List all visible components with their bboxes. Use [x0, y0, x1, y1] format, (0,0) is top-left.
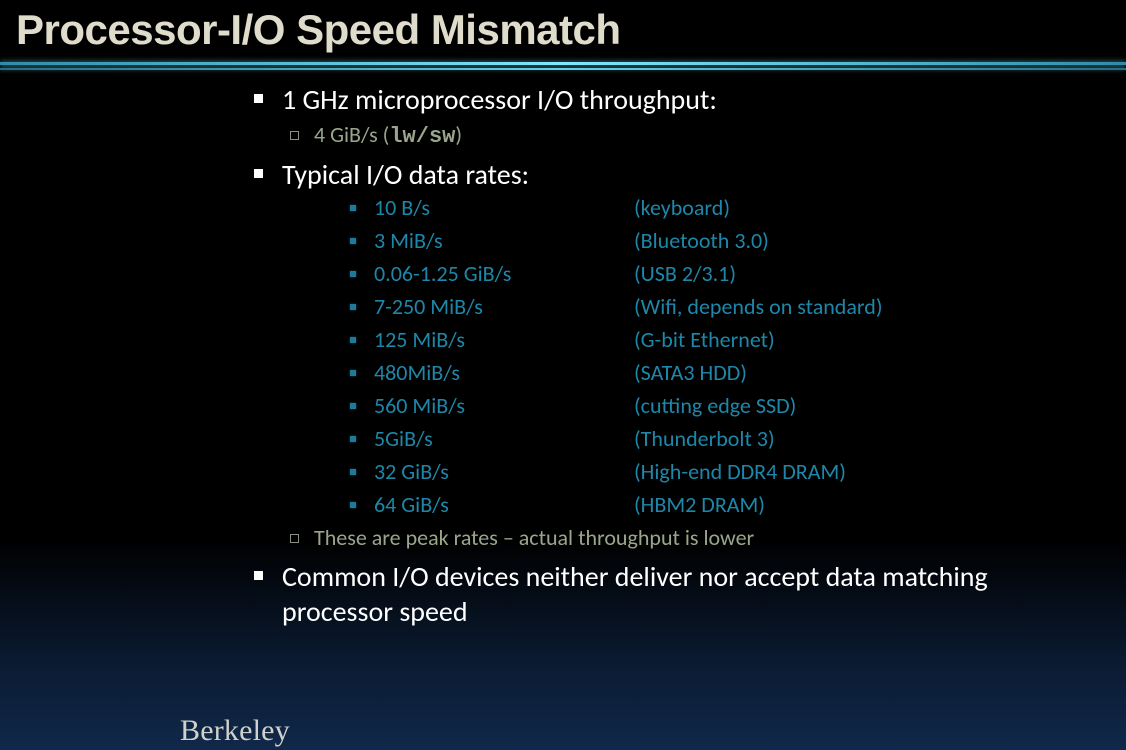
rate-value: 480MiB/s: [374, 359, 634, 386]
rate-row: 480MiB/s(SATA3 HDD): [348, 359, 1086, 386]
rate-row: 64 GiB/s(HBM2 DRAM): [348, 491, 1086, 518]
bullet-rates: Typical I/O data rates: 10 B/s(keyboard)…: [250, 157, 1086, 551]
rate-value: 7-250 MiB/s: [374, 293, 634, 320]
rates-list: 10 B/s(keyboard)3 MiB/s(Bluetooth 3.0)0.…: [348, 194, 1086, 518]
rate-row: 32 GiB/s(High-end DDR4 DRAM): [348, 458, 1086, 485]
berkeley-logo: Berkeley: [180, 714, 290, 748]
rates-note-text: These are peak rates – actual throughput…: [314, 524, 754, 551]
bullet-rates-text: Typical I/O data rates:: [282, 157, 1086, 192]
bullet-throughput: 1 GHz microprocessor I/O throughput: 4 G…: [250, 82, 1086, 149]
rate-value: 560 MiB/s: [374, 392, 634, 419]
rate-value: 125 MiB/s: [374, 326, 634, 353]
rate-value: 10 B/s: [374, 194, 634, 221]
rate-device: (High-end DDR4 DRAM): [634, 458, 846, 485]
rate-value: 3 MiB/s: [374, 227, 634, 254]
rate-row: 125 MiB/s(G-bit Ethernet): [348, 326, 1086, 353]
bullet-summary-text: Common I/O devices neither deliver nor a…: [282, 559, 1086, 629]
rate-device: (SATA3 HDD): [634, 359, 747, 386]
throughput-code: lw/sw: [389, 124, 455, 149]
rate-value: 32 GiB/s: [374, 458, 634, 485]
rate-row: 3 MiB/s(Bluetooth 3.0): [348, 227, 1086, 254]
rate-row: 7-250 MiB/s(Wifi, depends on standard): [348, 293, 1086, 320]
rate-device: (Wifi, depends on standard): [634, 293, 883, 320]
rate-device: (cutting edge SSD): [634, 392, 796, 419]
rate-value: 0.06-1.25 GiB/s: [374, 260, 634, 287]
rate-value: 64 GiB/s: [374, 491, 634, 518]
slide: Processor-I/O Speed Mismatch 1 GHz micro…: [0, 0, 1126, 750]
rate-row: 10 B/s(keyboard): [348, 194, 1086, 221]
title-underline: [0, 62, 1126, 72]
slide-title: Processor-I/O Speed Mismatch: [0, 0, 1126, 56]
throughput-value-prefix: 4 GiB/s (: [314, 121, 389, 148]
throughput-value-suffix: ): [455, 121, 462, 148]
bullet-summary: Common I/O devices neither deliver nor a…: [250, 559, 1086, 629]
bullet-rates-note: These are peak rates – actual throughput…: [282, 524, 1086, 551]
rate-row: 0.06-1.25 GiB/s(USB 2/3.1): [348, 260, 1086, 287]
rate-device: (Bluetooth 3.0): [634, 227, 769, 254]
rate-value: 5GiB/s: [374, 425, 634, 452]
rate-row: 560 MiB/s(cutting edge SSD): [348, 392, 1086, 419]
rate-device: (G-bit Ethernet): [634, 326, 775, 353]
rate-device: (USB 2/3.1): [634, 260, 736, 287]
slide-body: 1 GHz microprocessor I/O throughput: 4 G…: [0, 72, 1126, 629]
rate-device: (Thunderbolt 3): [634, 425, 775, 452]
rate-row: 5GiB/s(Thunderbolt 3): [348, 425, 1086, 452]
bullet-throughput-value: 4 GiB/s (lw/sw): [282, 121, 1086, 149]
rate-device: (keyboard): [634, 194, 730, 221]
bullet-throughput-text: 1 GHz microprocessor I/O throughput:: [282, 82, 1086, 117]
rate-device: (HBM2 DRAM): [634, 491, 765, 518]
